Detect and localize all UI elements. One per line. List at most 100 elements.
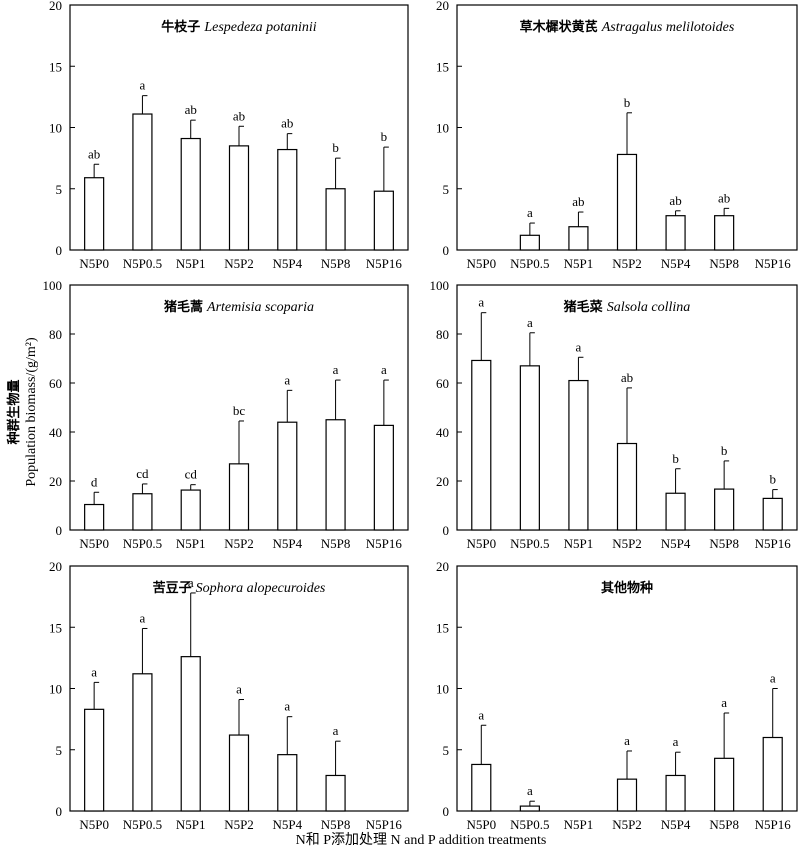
bar [519,805,540,812]
significance-label: a [333,362,339,377]
y-tick-label: 40 [49,425,62,440]
panel-title: 猪毛蒿 Artemisia scoparia [163,299,314,315]
y-tick-label: 0 [56,243,63,258]
x-tick-label: N5P1 [176,256,206,271]
y-tick-label: 10 [436,121,449,136]
panel-title-latin: Lespedeza potaninii [203,20,316,35]
bar [277,421,298,531]
bar [373,190,394,251]
x-tick-label: N5P0.5 [123,256,162,271]
y-tick-label: 100 [430,278,450,293]
x-tick-label: N5P2 [612,817,642,832]
x-tick-label: N5P0 [79,817,109,832]
y-axis-label: 种群生物量 Population biomass/(g/m²) [6,337,39,487]
y-tick-label: 10 [49,682,62,697]
x-tick-label: N5P0.5 [510,536,549,551]
significance-label: b [332,140,339,155]
chart-panel-5: 0 5 10 15 20 N5P0 a N5P0.5 a N5P1 a N5P2 a N5P4 a N5P8 a… [49,559,409,832]
panel-title: 猪毛菜 Salsola collina [563,299,691,315]
y-tick-label: 20 [436,474,449,489]
significance-label: ab [88,146,100,161]
panel-title-chinese: 牛枝子 [161,19,200,35]
y-tick-label: 15 [49,620,62,635]
chart-panel-2: 0 5 10 15 20 N5P0 N5P0.5 a N5P1 ab N5P2 b N5P4 ab N5P8… [436,0,798,271]
y-tick-label: 20 [49,559,62,574]
y-tick-label: 20 [436,559,449,574]
y-tick-label: 0 [443,523,450,538]
significance-label: cd [185,467,198,482]
bar [84,177,105,251]
x-axis-label: N和 P添加处理 N and P addition treatments [296,832,547,848]
x-tick-label: N5P2 [612,536,642,551]
panel-title: 草木樨状黄芪 Astragalus melilotoides [520,19,735,35]
x-tick-label: N5P1 [564,256,594,271]
significance-label: a [236,682,242,697]
bar [568,379,589,531]
x-tick-label: N5P4 [661,817,691,832]
y-tick-label: 0 [56,523,63,538]
bar [714,215,735,251]
y-tick-label: 80 [49,327,62,342]
y-tick-label: 80 [436,327,449,342]
x-tick-label: N5P16 [755,817,792,832]
x-tick-label: N5P16 [366,536,403,551]
significance-label: a [478,295,484,310]
y-tick-label: 0 [443,804,450,819]
panel-title-latin: Artemisia scoparia [206,300,314,315]
x-tick-label: N5P1 [176,817,206,832]
bar [180,137,201,251]
bar [665,774,686,812]
x-tick-label: N5P16 [366,256,403,271]
bar [84,503,105,531]
x-tick-label: N5P0.5 [510,256,549,271]
y-tick-label: 5 [443,182,450,197]
bar [325,774,346,812]
x-tick-label: N5P4 [272,256,302,271]
bar [277,148,298,251]
y-axis-label-english: Population biomass/(g/m²) [24,337,39,487]
significance-label: b [381,129,388,144]
x-tick-label: N5P4 [661,256,691,271]
bar [665,215,686,251]
chart-panel-1: 0 5 10 15 20 N5P0 ab N5P0.5 a N5P1 ab N5P2 ab N5P4 ab N… [49,0,409,271]
significance-label: a [721,695,727,710]
panel-title-chinese: 猪毛菜 [563,299,603,315]
x-tick-label: N5P0.5 [510,817,549,832]
significance-label: a [91,664,97,679]
x-tick-label: N5P0 [466,536,496,551]
significance-label: ab [185,102,197,117]
significance-label: a [284,372,290,387]
y-tick-label: 60 [49,376,62,391]
panel-title: 苦豆子 Sophora alopecuroides [153,580,326,596]
y-tick-label: 15 [436,59,449,74]
significance-label: ab [669,193,681,208]
significance-label: cd [136,466,149,481]
panel-title-latin: Salsola collina [607,300,691,315]
y-tick-label: 5 [443,743,450,758]
panel-title-chinese: 猪毛蒿 [163,299,203,315]
x-tick-label: N5P2 [612,256,642,271]
bar [519,365,540,531]
y-tick-label: 15 [49,59,62,74]
significance-label: a [284,699,290,714]
significance-label: ab [621,370,633,385]
x-tick-label: N5P1 [564,536,594,551]
significance-label: ab [281,116,293,131]
significance-label: b [721,443,728,458]
x-tick-label: N5P1 [176,536,206,551]
chart-panel-4: 0 20 40 60 80 100 N5P0 a N5P0.5 a N5P1 a N5P2 ab N5P4 b… [430,278,798,551]
y-tick-label: 10 [436,682,449,697]
x-tick-label: N5P8 [321,817,351,832]
x-tick-label: N5P0 [466,817,496,832]
y-tick-label: 20 [49,0,62,13]
bar [665,492,686,531]
y-tick-label: 10 [49,121,62,136]
x-tick-label: N5P8 [321,536,351,551]
significance-label: a [527,315,533,330]
y-tick-label: 0 [443,243,450,258]
bar [714,757,735,812]
bar [762,736,783,812]
significance-label: d [91,474,98,489]
y-tick-label: 20 [436,0,449,13]
significance-label: a [333,723,339,738]
